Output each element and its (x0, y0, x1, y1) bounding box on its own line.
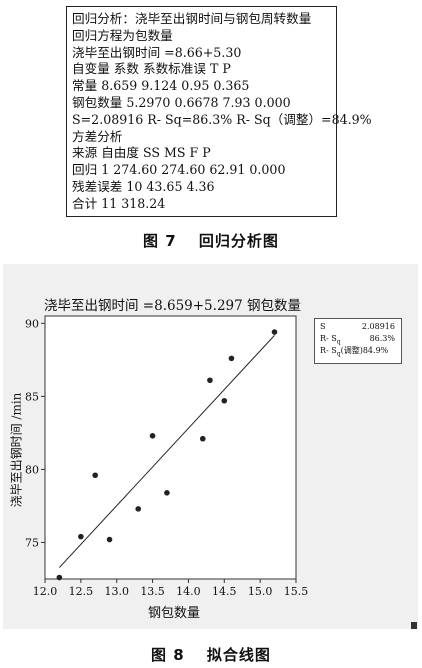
stat-label-suffix: (调整) (340, 346, 363, 355)
corner-mark (411, 622, 417, 629)
y-tick-label: 80 (25, 463, 39, 476)
x-tick-label: 14.5 (212, 585, 237, 598)
x-tick-label: 15.5 (284, 585, 309, 598)
stat-row-s: S 2.08916 (320, 321, 401, 333)
stat-label-sub: q (336, 338, 341, 346)
regression-output-line: 合计 11 318.24 (72, 195, 166, 211)
x-tick-label: 14.0 (176, 585, 201, 598)
data-point (221, 397, 228, 404)
stat-label-sub: q (336, 350, 341, 358)
regression-output-line: 回归 1 274.60 274.60 62.91 0.000 (72, 162, 286, 178)
stat-value: 86.3% (369, 334, 395, 343)
regression-output-line: 常量 8.659 9.124 0.95 0.365 (72, 78, 250, 94)
fitted-line-plot: 12.0 12.5 13.0 13.5 14.0 14.5 15.0 15.5 75 80 85 9… (25, 315, 309, 598)
y-tick-label: 85 (25, 390, 39, 403)
regression-output-line: 残差误差 10 43.65 4.36 (72, 178, 215, 194)
stats-box: S 2.08916 R- Sq 86.3% R- Sq(调整)84.9% (314, 318, 402, 364)
regression-output-line: 钢包数量 5.2970 0.6678 7.93 0.000 (72, 94, 291, 110)
regression-output-box: 回归分析：浇毕至出钢时间与钢包周转数量 回归方程为包数量 浇毕至出钢时间 =8.… (66, 6, 372, 217)
stat-row-rsq: R- Sq 86.3% (320, 333, 401, 346)
data-point (106, 536, 113, 543)
regression-output-line: S=2.08916 R- Sq=86.3% R- Sq（调整）=84.9% (72, 111, 372, 127)
regression-output-line: 浇毕至出钢时间 =8.66+5.30 (72, 44, 242, 60)
data-point (92, 472, 98, 479)
stat-label: S (320, 322, 326, 331)
x-tick-label: 13.0 (104, 585, 129, 598)
x-axis-label: 钢包数量 (148, 606, 201, 621)
data-point (228, 355, 235, 362)
data-point (164, 489, 170, 496)
figure-8-caption: 图 8 拟合线图 (151, 646, 271, 664)
data-point (149, 433, 156, 439)
plot-title: 浇毕至出钢时间 =8.659+5.297 钢包数量 (44, 298, 302, 314)
stat-row-rsq-adj: R- Sq(调整)84.9% (320, 345, 401, 358)
figure-7-caption: 图 7 回归分析图 (143, 232, 279, 250)
y-axis-label: 浇毕至出钢时间 /min (9, 392, 24, 508)
regression-output-line: 方差分析 (72, 128, 123, 144)
y-tick-label: 90 (25, 317, 39, 330)
fit-line (58, 335, 275, 568)
data-point (135, 506, 142, 512)
stat-value: 2.08916 (361, 322, 395, 331)
data-point (199, 435, 206, 442)
regression-output-line: 自变量 系数 系数标准误 T P (72, 61, 231, 77)
x-tick-label: 13.5 (140, 585, 165, 598)
data-point (207, 377, 213, 384)
data-point (271, 329, 278, 335)
x-tick-label: 15.0 (248, 585, 273, 598)
stat-label: R- S (320, 334, 337, 343)
y-tick-label: 75 (25, 536, 39, 549)
stat-label: R- S (320, 346, 337, 355)
x-tick-label: 12.0 (33, 585, 58, 598)
data-point (56, 574, 63, 581)
x-tick-label: 12.5 (69, 585, 94, 598)
regression-output-line: 来源 自由度 SS MS F P (72, 145, 211, 161)
regression-output-line: 回归方程为包数量 (72, 27, 173, 43)
regression-output-line: 回归分析：浇毕至出钢时间与钢包周转数量 (72, 11, 312, 26)
data-point (78, 533, 84, 540)
stat-value: 84.9% (362, 346, 389, 355)
